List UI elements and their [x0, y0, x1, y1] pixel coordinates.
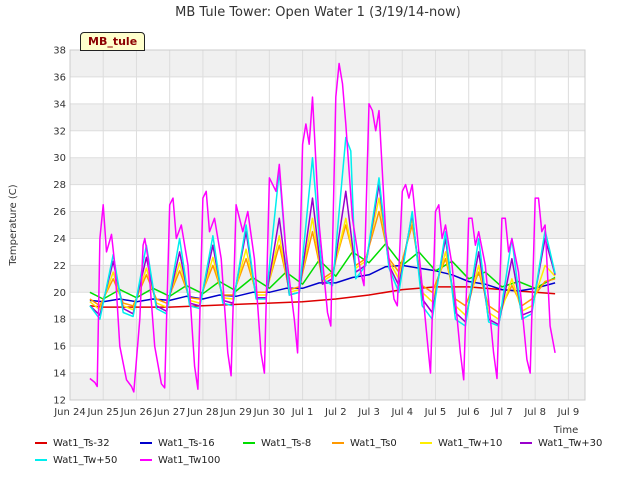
- x-axis-label: Time: [553, 425, 578, 436]
- y-tick-label: 12: [53, 396, 66, 407]
- legend-swatch: [420, 442, 432, 444]
- legend-label: Wat1_Ts0: [350, 438, 397, 449]
- legend-swatch: [243, 442, 255, 444]
- x-tick-label: Jul 1: [291, 407, 314, 418]
- x-tick-label: Jun 25: [86, 407, 119, 418]
- x-tick-label: Jul 4: [390, 407, 413, 418]
- legend-label: Wat1_Ts-16: [158, 438, 215, 449]
- x-tick-label: Jul 6: [457, 407, 480, 418]
- legend-label: Wat1_Ts-32: [53, 438, 110, 449]
- y-tick-label: 26: [53, 207, 66, 218]
- plot-background-bands: [70, 50, 585, 400]
- x-tick-labels: Jun 24 Jun 25 Jun 26 Jun 27 Jun 28 Jun 29 Jun …: [53, 407, 579, 418]
- legend-swatch: [332, 442, 344, 444]
- x-tick-label: Jun 30: [253, 407, 286, 418]
- y-tick-label: 34: [53, 99, 66, 110]
- background-band: [70, 157, 585, 185]
- y-tick-labels: 12 14 16 18 20 22 24 26 28 30 32 34 36 38: [53, 46, 66, 407]
- legend-item-wat1-tw-10: Wat1_Tw+10: [420, 437, 502, 451]
- y-tick-label: 28: [53, 180, 66, 191]
- legend-label: Wat1_Tw+10: [438, 438, 503, 449]
- legend-item-wat1-ts-32: Wat1_Ts-32: [35, 437, 110, 451]
- legend-item-wat1-ts-8: Wat1_Ts-8: [243, 437, 311, 451]
- series-lines: [89, 62, 556, 393]
- legend-item-wat1-ts0: Wat1_Ts0: [332, 437, 397, 451]
- background-band: [70, 103, 585, 131]
- background-band: [70, 211, 585, 239]
- legend-label: Wat1_Tw+30: [538, 438, 603, 449]
- x-tick-label: Jun 26: [120, 407, 153, 418]
- y-tick-label: 38: [53, 46, 66, 57]
- background-band: [70, 50, 585, 77]
- legend-swatch: [35, 442, 47, 444]
- x-tick-label: Jul 8: [523, 407, 546, 418]
- y-tick-label: 20: [53, 288, 66, 299]
- y-tick-label: 30: [53, 153, 66, 164]
- background-band: [70, 319, 585, 347]
- legend-label: Wat1_Tw100: [158, 455, 221, 466]
- series-line-wat1-tw-50: [89, 136, 556, 327]
- background-band: [70, 373, 585, 400]
- legend-label: Wat1_Tw+50: [53, 455, 118, 466]
- y-tick-label: 22: [53, 261, 66, 272]
- x-tick-label: Jul 2: [324, 407, 347, 418]
- series-line-wat1-tw100: [89, 62, 556, 393]
- legend-swatch: [520, 442, 532, 444]
- legend-swatch: [140, 459, 152, 461]
- y-tick-label: 16: [53, 342, 66, 353]
- legend-item-wat1-tw-30: Wat1_Tw+30: [520, 437, 602, 451]
- x-tick-label: Jul 5: [424, 407, 447, 418]
- plot-area-border: [69, 49, 586, 401]
- x-tick-label: Jul 7: [490, 407, 513, 418]
- x-tick-label: Jul 9: [557, 407, 580, 418]
- chart-title: MB Tule Tower: Open Water 1 (3/19/14-now…: [175, 5, 461, 20]
- legend-item-wat1-ts-16: Wat1_Ts-16: [140, 437, 215, 451]
- y-tick-label: 36: [53, 72, 66, 83]
- y-tick-label: 32: [53, 126, 66, 137]
- y-axis-label: Temperature (C): [8, 184, 19, 266]
- legend-swatch: [35, 459, 47, 461]
- legend-item-wat1-tw-50: Wat1_Tw+50: [35, 454, 117, 468]
- legend-swatch: [140, 442, 152, 444]
- y-tick-label: 24: [53, 234, 66, 245]
- legend-label: Wat1_Ts-8: [261, 438, 312, 449]
- y-tick-label: 14: [53, 369, 66, 380]
- y-tick-label: 18: [53, 315, 66, 326]
- x-tick-label: Jun 27: [153, 407, 186, 418]
- x-tick-label: Jun 28: [186, 407, 219, 418]
- x-tick-label: Jul 3: [357, 407, 380, 418]
- x-tick-label: Jun 24: [53, 407, 86, 418]
- x-tick-label: Jun 29: [219, 407, 252, 418]
- legend-item-wat1-tw100: Wat1_Tw100: [140, 454, 220, 468]
- station-badge: MB_tule: [80, 32, 146, 51]
